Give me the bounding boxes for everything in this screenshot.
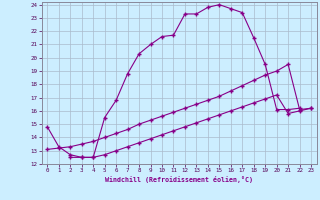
X-axis label: Windchill (Refroidissement éolien,°C): Windchill (Refroidissement éolien,°C)	[105, 176, 253, 183]
